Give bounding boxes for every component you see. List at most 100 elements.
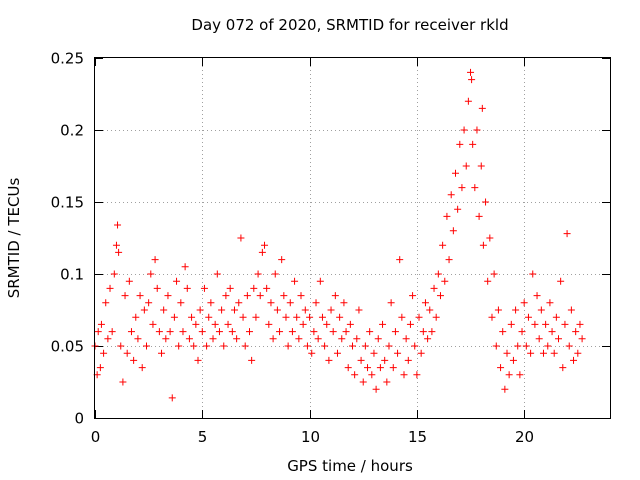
data-point	[454, 205, 462, 213]
data-point	[269, 335, 277, 343]
data-point	[155, 328, 163, 336]
data-point	[145, 299, 153, 307]
data-point	[136, 292, 144, 300]
data-point	[233, 335, 241, 343]
data-point	[469, 140, 477, 148]
data-point	[134, 335, 142, 343]
data-point	[138, 364, 146, 372]
y-tick-label: 0	[74, 410, 84, 428]
data-point	[276, 328, 284, 336]
data-point	[325, 356, 333, 364]
data-point	[280, 292, 288, 300]
data-point	[102, 299, 110, 307]
data-point	[349, 342, 356, 350]
data-point	[432, 313, 440, 321]
data-point	[123, 349, 131, 357]
data-point	[213, 270, 221, 278]
x-axis-label: GPS time / hours	[287, 457, 413, 475]
data-point	[464, 97, 472, 105]
data-point	[97, 320, 105, 328]
data-point	[162, 335, 170, 343]
data-point	[220, 342, 228, 350]
data-point	[535, 335, 543, 343]
data-point	[286, 299, 294, 307]
data-point	[151, 256, 159, 264]
data-point	[548, 328, 556, 336]
data-point	[542, 320, 550, 328]
data-point	[301, 306, 309, 314]
data-point	[394, 349, 402, 357]
data-point	[565, 342, 573, 350]
data-point	[241, 342, 249, 350]
x-tick-label: 5	[198, 428, 208, 446]
data-point	[306, 313, 314, 321]
data-point	[222, 292, 230, 300]
data-point	[572, 328, 580, 336]
data-point	[121, 292, 129, 300]
data-point	[164, 292, 172, 300]
data-point	[522, 342, 530, 350]
data-point	[237, 234, 245, 242]
data-point	[173, 277, 181, 285]
data-point	[299, 320, 307, 328]
data-point	[153, 284, 161, 292]
data-point	[110, 270, 118, 278]
data-point	[546, 299, 554, 307]
data-point	[417, 349, 425, 357]
data-point	[140, 306, 148, 314]
data-point	[488, 313, 496, 321]
data-point	[112, 241, 120, 249]
data-point	[273, 306, 281, 314]
data-point	[359, 378, 367, 386]
data-point	[559, 364, 567, 372]
data-point	[117, 342, 125, 350]
data-point	[539, 349, 547, 357]
data-point	[158, 349, 166, 357]
data-point	[310, 328, 318, 336]
data-point	[479, 241, 487, 249]
y-tick-label: 0.25	[51, 50, 84, 68]
data-point	[492, 342, 500, 350]
data-point	[303, 342, 311, 350]
data-point	[460, 126, 468, 134]
data-point	[340, 299, 348, 307]
data-point	[198, 328, 206, 336]
data-point	[226, 284, 234, 292]
data-point	[578, 335, 586, 343]
data-point	[512, 306, 520, 314]
data-point	[200, 284, 208, 292]
data-point	[499, 328, 507, 336]
data-point	[106, 284, 114, 292]
data-point	[447, 191, 455, 199]
data-point	[555, 335, 562, 343]
data-point	[203, 342, 211, 350]
data-point	[533, 292, 541, 300]
data-point	[402, 335, 410, 343]
data-point	[391, 328, 399, 336]
data-point	[308, 349, 316, 357]
data-point	[254, 270, 262, 278]
data-point	[293, 313, 301, 321]
data-point	[490, 270, 498, 278]
data-point	[265, 320, 273, 328]
data-point	[224, 320, 232, 328]
data-point	[404, 356, 412, 364]
plot-frame	[94, 57, 611, 419]
data-point	[258, 248, 266, 256]
x-axis-ticks: 0 5 10 15 20	[91, 58, 534, 446]
data-point	[355, 306, 363, 314]
data-point	[561, 320, 569, 328]
data-point	[288, 328, 296, 336]
data-point	[263, 284, 271, 292]
data-point	[389, 364, 397, 372]
data-point	[468, 76, 476, 84]
data-point	[196, 306, 204, 314]
data-point	[342, 328, 350, 336]
data-point	[94, 328, 102, 336]
grid-lines	[95, 58, 610, 418]
data-point	[147, 270, 155, 278]
data-point	[329, 328, 337, 336]
data-point	[567, 306, 575, 314]
data-point	[550, 349, 558, 357]
data-point	[537, 306, 545, 314]
